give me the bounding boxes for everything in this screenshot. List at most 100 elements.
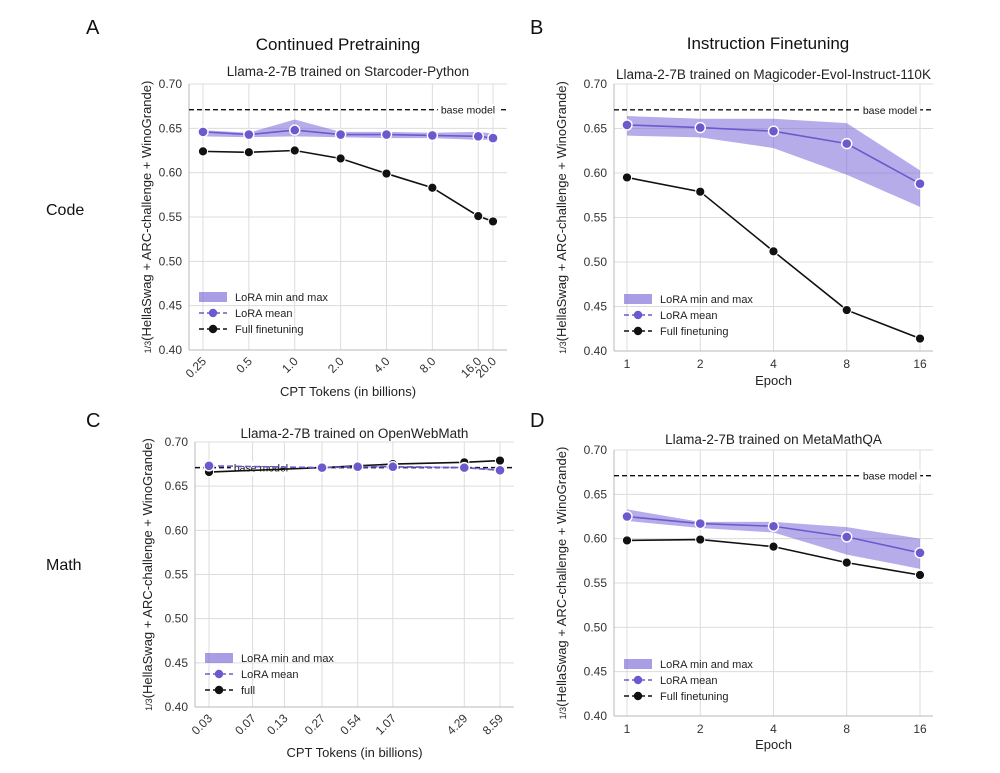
lora-mean-line xyxy=(208,465,501,472)
panel-letter-c: C xyxy=(86,410,100,432)
lora-mean-point xyxy=(203,460,215,472)
lora-mean-point xyxy=(197,126,209,138)
legend-label: Full finetuning xyxy=(235,324,304,336)
y-tick-label: 0.45 xyxy=(584,665,608,679)
x-axis-label: Epoch xyxy=(755,373,792,388)
column-title-pretraining: Continued Pretraining xyxy=(256,35,420,54)
x-tick-label: 8 xyxy=(843,722,850,736)
x-axis-label: CPT Tokens (in billions) xyxy=(280,384,416,399)
x-tick-label: 0.25 xyxy=(183,354,210,381)
y-tick-label: 0.60 xyxy=(159,166,183,180)
y-tick-label: 0.60 xyxy=(165,523,189,537)
y-axis-label-text: (HellaSwag + ARC-challenge + WinoGrande) xyxy=(554,447,569,707)
x-axis-label: CPT Tokens (in billions) xyxy=(286,745,422,760)
lora-mean-point xyxy=(380,128,393,141)
lora-mean-point xyxy=(458,461,470,474)
y-tick-label: 0.50 xyxy=(165,612,189,626)
x-tick-label: 1 xyxy=(624,722,631,736)
panel-letter-d: D xyxy=(530,410,544,432)
lora-mean-point xyxy=(243,128,255,141)
y-tick-label: 0.70 xyxy=(584,77,608,91)
full-point xyxy=(381,168,392,179)
full-point xyxy=(335,153,346,164)
x-tick-label: 4 xyxy=(770,357,777,371)
y-axis-label-fraction: 1/3 xyxy=(144,698,154,711)
x-tick-label: 8.59 xyxy=(480,711,507,738)
panel-letter-b: B xyxy=(530,17,543,39)
baseline-label-bg xyxy=(230,461,292,476)
legend-label: LoRA min and max xyxy=(660,294,753,306)
full-point xyxy=(768,541,779,552)
full-point xyxy=(487,216,499,227)
legend-label: LoRA min and max xyxy=(241,653,334,665)
legend-swatch-band xyxy=(624,659,652,669)
y-tick-label: 0.65 xyxy=(159,121,183,135)
baseline-label-bg xyxy=(437,103,499,118)
lora-mean-point xyxy=(694,517,706,530)
legend-swatch-marker xyxy=(208,308,218,318)
x-tick-label: 1.07 xyxy=(373,711,400,738)
full-point xyxy=(473,211,484,222)
y-tick-label: 0.40 xyxy=(159,343,183,357)
lora-mean-point xyxy=(841,137,853,150)
legend-swatch-band xyxy=(205,653,233,663)
row-label-code: Code xyxy=(46,202,84,219)
x-tick-label: 16 xyxy=(913,357,927,371)
column-title-finetuning: Instruction Finetuning xyxy=(687,34,850,53)
baseline-label: base model xyxy=(863,471,917,483)
y-tick-label: 0.65 xyxy=(584,122,608,136)
chart-panel-b: Llama-2-7B trained on Magicoder-Evol-Ins… xyxy=(554,67,933,388)
chart-title: Llama-2-7B trained on Starcoder-Python xyxy=(227,64,469,79)
chart-panel-a: Llama-2-7B trained on Starcoder-Python 0.… xyxy=(139,64,507,399)
legend-label: LoRA min and max xyxy=(660,659,753,671)
full-point xyxy=(427,182,438,193)
lora-mean-point xyxy=(426,129,439,142)
legend-swatch-marker xyxy=(633,691,643,701)
panel-letter-a: A xyxy=(86,17,100,39)
lora-mean-point xyxy=(841,531,853,543)
full-line xyxy=(208,459,501,473)
legend-swatch-marker xyxy=(208,324,218,334)
y-axis-label-text: (HellaSwag + ARC-challenge + WinoGrande) xyxy=(554,81,569,341)
y-tick-label: 0.40 xyxy=(584,709,608,723)
full-point xyxy=(768,246,779,257)
chart-panel-c: Llama-2-7B trained on OpenWebMath 0.40 0.4… xyxy=(140,426,514,760)
lora-mean-point xyxy=(914,177,926,190)
full-point xyxy=(695,186,706,197)
y-tick-label: 0.65 xyxy=(584,487,608,501)
y-tick-label: 0.70 xyxy=(584,443,608,457)
y-axis-label-text: (HellaSwag + ARC-challenge + WinoGrande) xyxy=(140,438,155,698)
full-point xyxy=(914,333,926,344)
x-tick-label: 8 xyxy=(843,357,850,371)
lora-mean-point xyxy=(494,464,506,476)
y-axis-label-fraction: 1/3 xyxy=(143,341,153,354)
lora-mean-point xyxy=(767,520,780,532)
full-point xyxy=(841,557,852,568)
y-axis-label: 1/3(HellaSwag + ARC-challenge + WinoGran… xyxy=(139,81,154,354)
baseline-label-bg xyxy=(859,469,921,484)
legend-label: Full finetuning xyxy=(660,691,729,703)
x-tick-label: 16 xyxy=(913,722,927,736)
legend-label: full xyxy=(241,685,255,697)
full-point xyxy=(197,146,209,157)
chart-title: Llama-2-7B trained on OpenWebMath xyxy=(241,426,469,441)
baseline-label: base model xyxy=(441,105,495,117)
full-line xyxy=(202,149,494,223)
lora-mean-point xyxy=(334,128,347,141)
legend-swatch-marker xyxy=(633,675,643,685)
x-tick-label: 0.5 xyxy=(233,354,255,376)
y-tick-label: 0.55 xyxy=(159,210,183,224)
y-tick-label: 0.55 xyxy=(584,211,608,225)
full-point xyxy=(621,535,633,546)
y-tick-label: 0.55 xyxy=(584,576,608,590)
y-axis-label-fraction: 1/3 xyxy=(558,341,568,354)
baseline-label-bg xyxy=(859,103,921,118)
full-point xyxy=(289,145,300,156)
y-tick-label: 0.45 xyxy=(159,299,183,313)
x-tick-label: 0.03 xyxy=(189,711,216,738)
legend-swatch-marker xyxy=(214,685,224,695)
full-point xyxy=(841,304,852,316)
legend-label: LoRA mean xyxy=(235,308,292,320)
x-tick-label: 2.0 xyxy=(325,354,347,376)
x-tick-label: 0.07 xyxy=(232,711,259,738)
